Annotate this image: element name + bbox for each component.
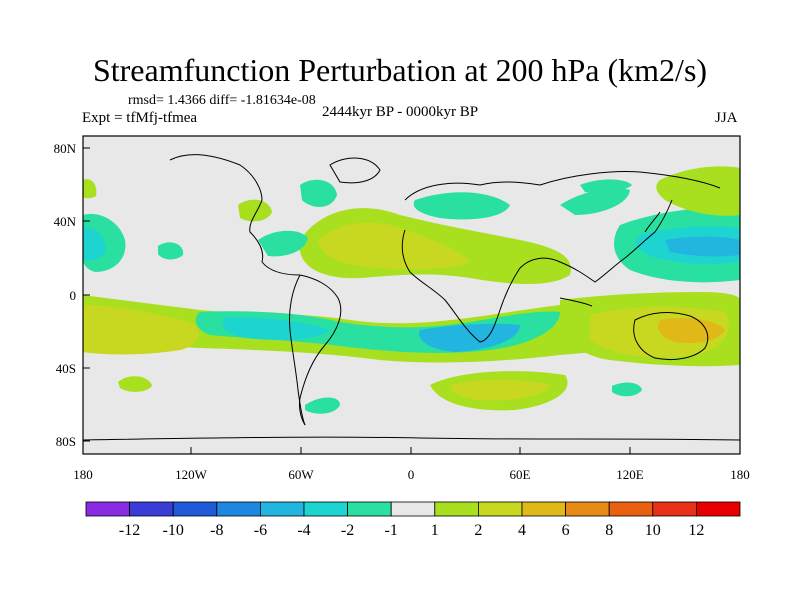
coast-northamerica — [169, 154, 301, 276]
colorbar-label: 1 — [431, 522, 439, 539]
contour-neg-caribbean — [258, 230, 308, 257]
lon-label-60w: 60W — [288, 467, 314, 482]
lon-label-0: 0 — [408, 467, 415, 482]
contour-pos-small-1 — [83, 179, 97, 199]
coast-indonesia — [559, 297, 593, 307]
contour-field — [83, 166, 740, 414]
colorbar-swatch — [696, 501, 741, 517]
contour-neg-small-2 — [158, 242, 184, 260]
map-title: Streamfunction Perturbation at 200 hPa (… — [92, 52, 708, 88]
contour-neg-northatlantic — [300, 179, 337, 207]
latitude-axis: 80N 40N 0 40S 80S — [54, 141, 90, 449]
coast-japan — [644, 211, 661, 233]
colorbar-label: -4 — [297, 522, 310, 539]
contour-neg-eastpacific-core — [83, 227, 106, 261]
lon-label-120w: 120W — [175, 467, 208, 482]
period-label: 2444kyr BP - 0000kyr BP — [322, 104, 479, 120]
contour-pos-southpacific — [83, 305, 199, 355]
colorbar-swatch — [347, 501, 392, 517]
colorbar-label: 2 — [474, 522, 482, 539]
coast-asia-south — [519, 199, 673, 283]
lon-label-180w: 180 — [73, 467, 93, 482]
colorbar-swatch — [172, 501, 218, 517]
map-panel: 80N 40N 0 40S 80S 180 120W 60W 0 60E 120… — [54, 135, 750, 482]
lon-label-180e: 180 — [730, 467, 750, 482]
coast-australia — [633, 312, 709, 361]
experiment-label: Expt = tfMfj-tfmea — [82, 110, 198, 126]
contour-pos-northatlantic-core — [318, 222, 470, 270]
colorbar-label: -6 — [254, 522, 267, 539]
colorbar-swatch — [259, 501, 305, 517]
colorbar-swatch — [85, 501, 130, 517]
colorbar-swatch — [129, 501, 174, 517]
lat-label-80s: 80S — [56, 434, 76, 449]
contour-pos-greatlakes — [238, 199, 272, 222]
colorbar-swatch — [303, 501, 348, 517]
colorbar-labels: -12 -10 -8 -6 -4 -2 -1 1 2 4 6 8 10 12 — [119, 522, 704, 539]
lon-label-120e: 120E — [616, 467, 644, 482]
contour-neg-asia-north — [580, 179, 632, 193]
contour-neg-europe — [413, 192, 510, 220]
contour-neg-asia — [560, 188, 630, 215]
lat-label-80n: 80N — [54, 141, 77, 156]
coast-southamerica-east — [299, 274, 342, 426]
contour-neg-drake — [305, 397, 340, 414]
lat-label-40n: 40N — [54, 214, 77, 229]
longitude-axis: 180 120W 60W 0 60E 120E 180 — [73, 447, 750, 482]
colorbar-swatch — [216, 501, 261, 517]
lat-label-0: 0 — [70, 288, 77, 303]
colorbar-swatch — [652, 501, 697, 517]
colorbar — [85, 501, 741, 517]
lon-label-60e: 60E — [510, 467, 531, 482]
colorbar-label: -1 — [385, 522, 398, 539]
contour-neg-south-core — [222, 317, 330, 340]
colorbar-label: 12 — [688, 522, 704, 539]
contour-pos-small-4 — [118, 376, 152, 392]
contour-pos-australia-core — [658, 318, 725, 344]
colorbar-swatch — [565, 501, 610, 517]
contour-neg-small-3 — [612, 382, 642, 397]
coast-antarctica — [83, 436, 740, 441]
colorbar-label: -8 — [210, 522, 223, 539]
coast-eurasia-north — [404, 171, 721, 201]
coastlines — [83, 154, 740, 441]
colorbar-swatch — [477, 501, 523, 517]
coast-greenland — [329, 157, 381, 184]
colorbar-label: -12 — [119, 522, 140, 539]
colorbar-label: 4 — [518, 522, 526, 539]
colorbar-label: -10 — [163, 522, 184, 539]
contour-pos-southocean-core — [450, 379, 550, 401]
contour-neg-eastasia-core — [665, 236, 740, 257]
colorbar-swatch — [521, 501, 566, 517]
colorbar-label: -2 — [341, 522, 354, 539]
lat-label-40s: 40S — [56, 361, 76, 376]
coast-africa — [401, 229, 521, 343]
season-label: JJA — [715, 110, 738, 126]
colorbar-swatch — [390, 501, 436, 517]
contour-neg-africa — [419, 323, 520, 352]
colorbar-label: 8 — [605, 522, 613, 539]
contour-pos-northpacific — [656, 166, 740, 216]
colorbar-swatch — [608, 501, 654, 517]
colorbar-label: 6 — [562, 522, 570, 539]
coast-southamerica-west — [289, 274, 306, 426]
colorbar-label: 10 — [645, 522, 661, 539]
stats-label: rmsd= 1.4366 diff= -1.81634e-08 — [128, 93, 316, 108]
colorbar-swatch — [434, 501, 479, 517]
